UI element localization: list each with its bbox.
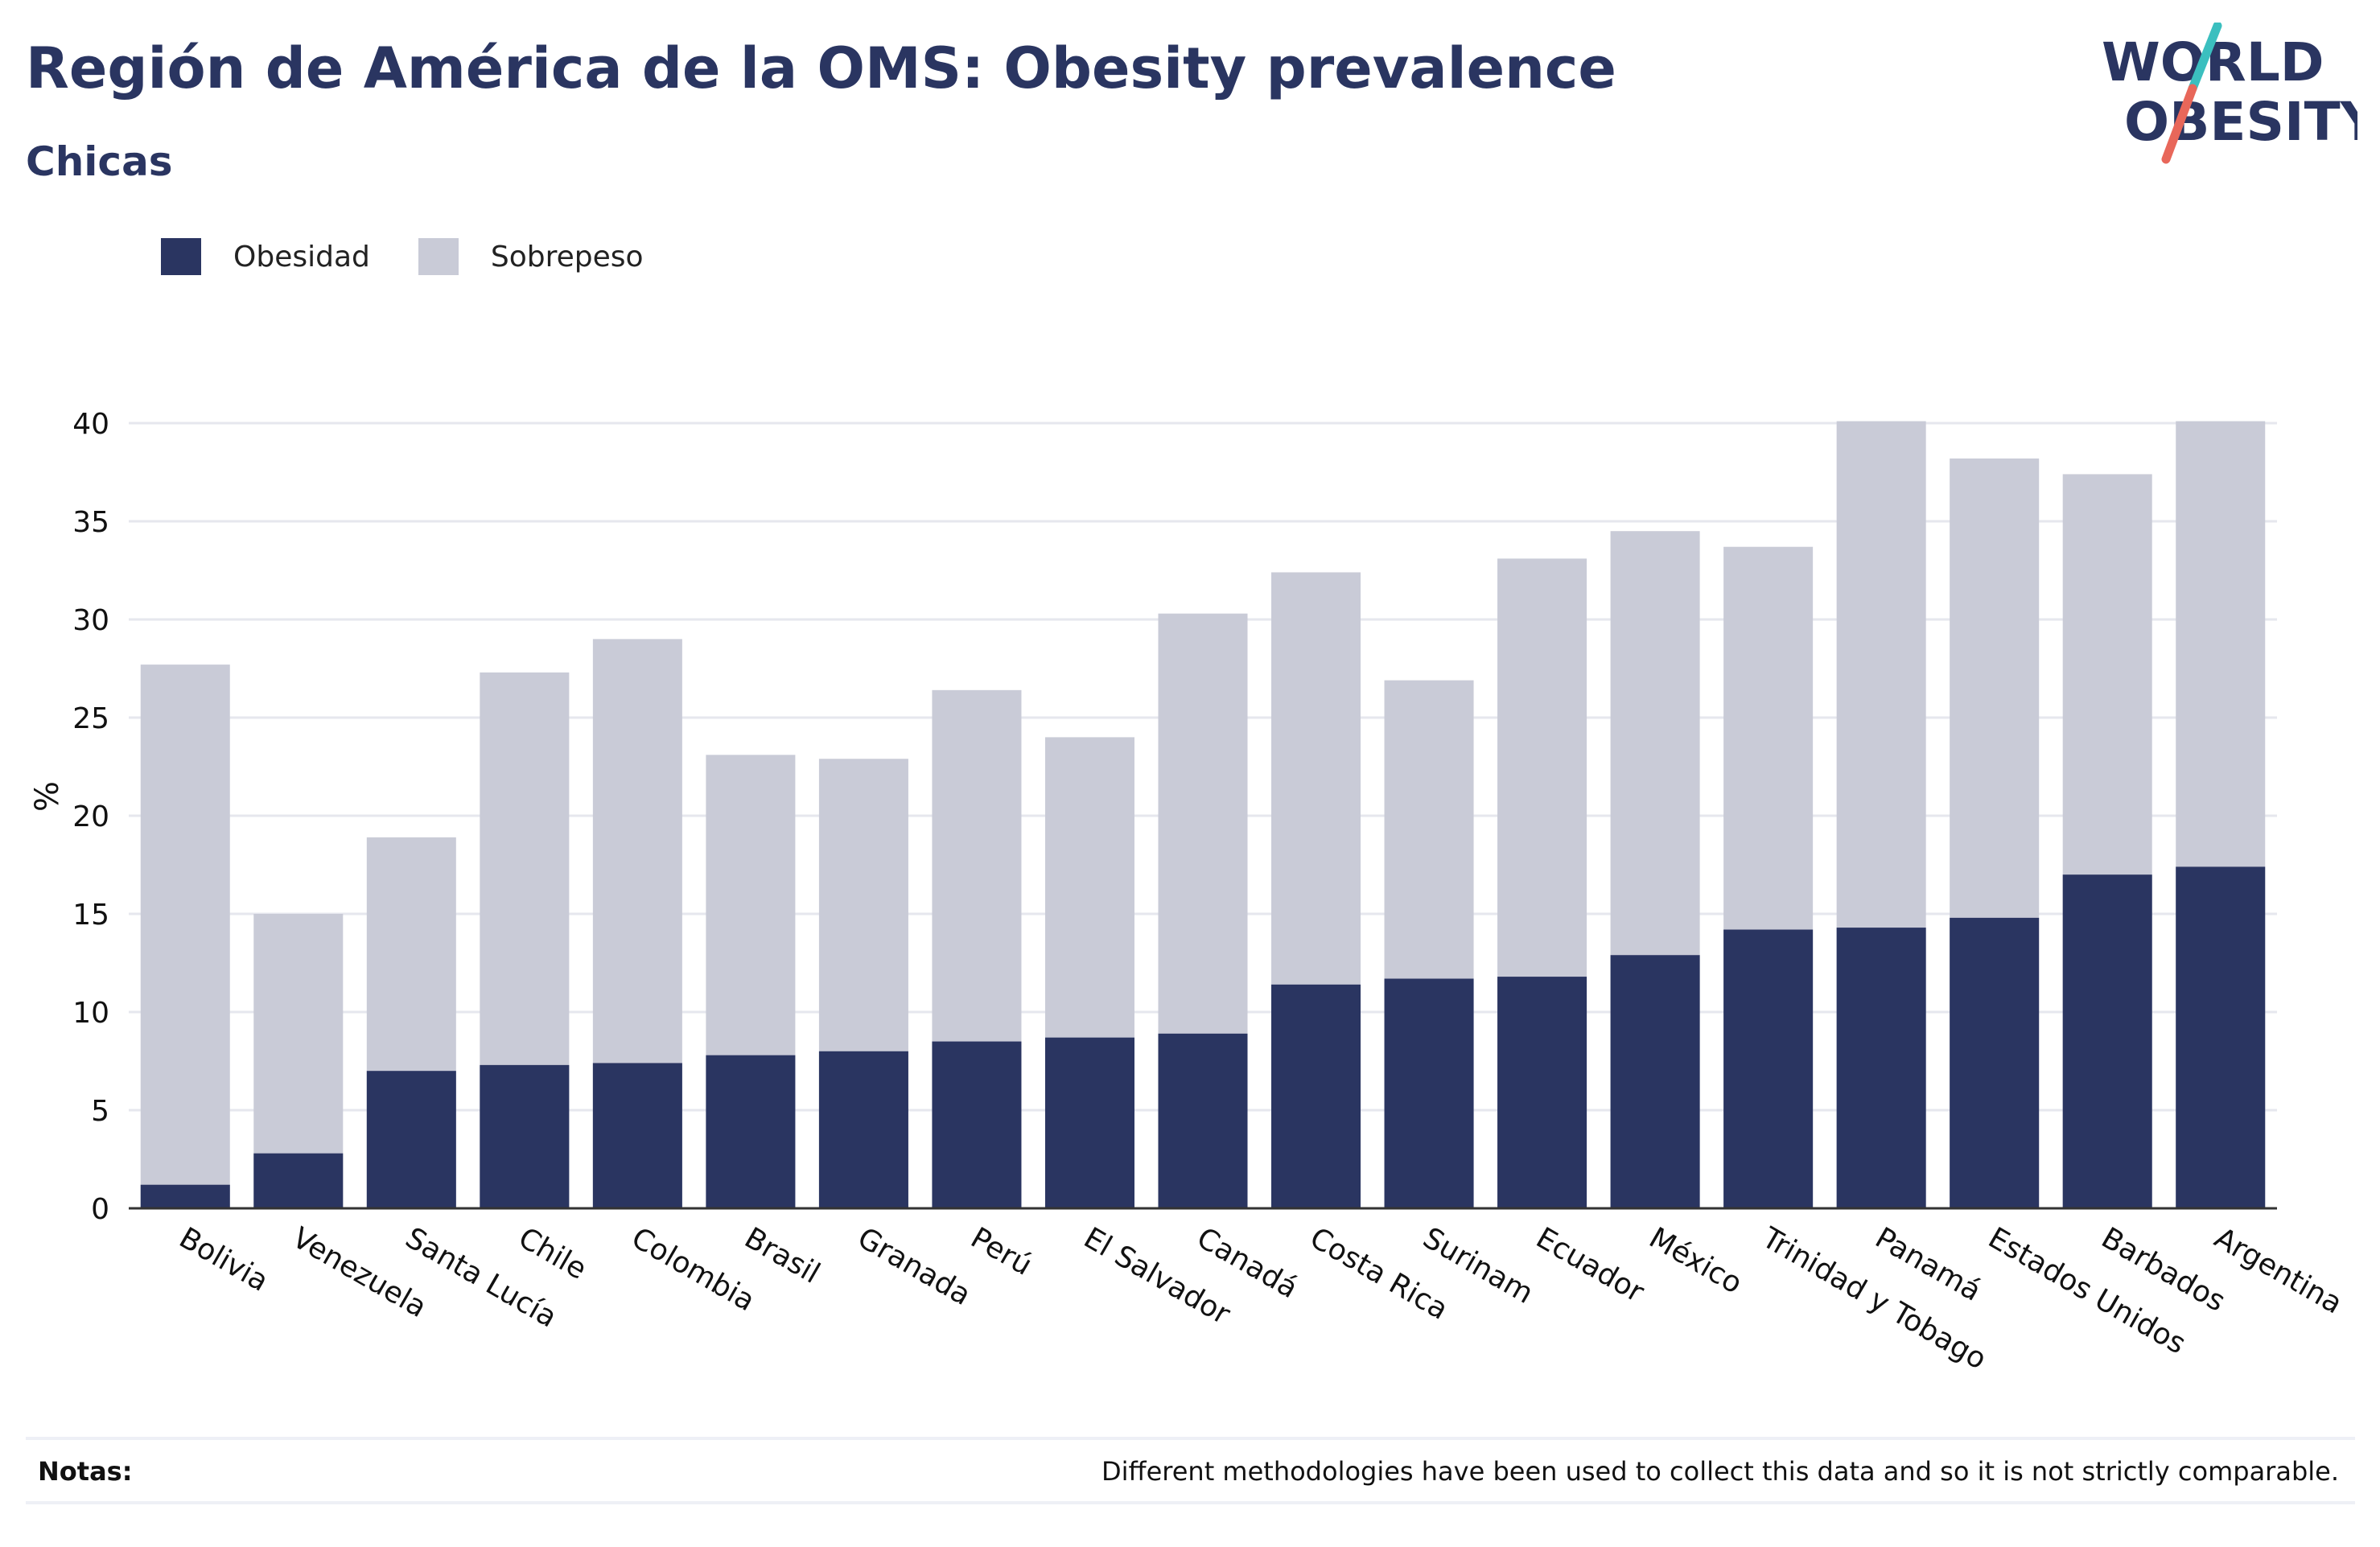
x-tick-label-m-xico: México	[1644, 1221, 1748, 1300]
logo-slash-bottom	[2161, 84, 2197, 164]
bar-obesidad-el-salvador	[1044, 1037, 1134, 1208]
y-tick-label-35: 35	[72, 506, 109, 539]
y-tick-label-0: 0	[91, 1193, 109, 1226]
bar-obesidad-chile	[480, 1064, 570, 1208]
bar-obesidad-m-xico	[1610, 955, 1700, 1208]
bar-obesidad-estados-unidos	[1950, 917, 2040, 1208]
bar-obesidad-brasil	[706, 1055, 796, 1208]
legend-swatch-sobrepeso	[418, 238, 459, 275]
bars	[140, 421, 2266, 1208]
bar-obesidad-granada	[818, 1051, 908, 1208]
bar-sobrepeso-bolivia	[140, 664, 230, 1208]
bar-obesidad-per-	[932, 1041, 1022, 1208]
y-tick-label-15: 15	[72, 899, 109, 932]
y-tick-label-10: 10	[72, 997, 109, 1030]
logo-text-obesity: OBESITY	[2124, 91, 2357, 153]
x-tick-label-granada: Granada	[852, 1221, 976, 1312]
bar-obesidad-bolivia	[140, 1184, 230, 1208]
world-obesity-logo: WORLD OBESITY	[2102, 23, 2357, 164]
x-tick-label-chile: Chile	[513, 1221, 592, 1286]
notes-text: Different methodologies have been used t…	[1101, 1456, 2339, 1487]
chart-subtitle: Chicas	[26, 138, 173, 185]
legend-label-sobrepeso: Sobrepeso	[490, 240, 644, 274]
legend: Obesidad Sobrepeso	[161, 238, 668, 275]
x-tick-label-argentina: Argentina	[2209, 1221, 2348, 1320]
x-tick-label-brasil: Brasil	[739, 1221, 825, 1290]
bar-obesidad-costa-rica	[1271, 984, 1361, 1208]
x-tick-label-colombia: Colombia	[626, 1221, 760, 1318]
y-axis-title: %	[29, 781, 66, 812]
bar-obesidad-canad-	[1158, 1033, 1248, 1208]
y-tick-label-40: 40	[72, 408, 109, 441]
bar-obesidad-barbados	[2062, 874, 2152, 1208]
bar-obesidad-colombia	[592, 1063, 682, 1208]
chart-title: Región de América de la OMS: Obesity pre…	[26, 35, 1616, 101]
legend-item-obesidad[interactable]: Obesidad	[161, 238, 370, 275]
bar-obesidad-surinam	[1384, 978, 1474, 1208]
y-tick-label-25: 25	[72, 702, 109, 735]
x-tick-label-bolivia: Bolivia	[174, 1221, 274, 1298]
legend-item-sobrepeso[interactable]: Sobrepeso	[418, 238, 644, 275]
y-tick-label-5: 5	[91, 1095, 109, 1128]
bar-obesidad-argentina	[2176, 866, 2266, 1208]
legend-swatch-obesidad	[161, 238, 201, 275]
x-tick-label-estados-unidos: Estados Unidos	[1983, 1221, 2191, 1360]
y-tick-label-20: 20	[72, 800, 109, 833]
bar-obesidad-ecuador	[1497, 977, 1587, 1208]
x-tick-label-per-: Perú	[965, 1221, 1037, 1282]
legend-label-obesidad: Obesidad	[233, 240, 370, 274]
logo-slash-top	[2188, 23, 2222, 93]
bar-obesidad-panam-	[1836, 928, 1926, 1208]
notes-bar: Notas: Different methodologies have been…	[26, 1437, 2355, 1504]
y-tick-label-30: 30	[72, 604, 109, 637]
notes-label: Notas:	[38, 1456, 133, 1487]
bar-obesidad-trinidad-y-tobago	[1723, 929, 1814, 1208]
bar-obesidad-venezuela	[253, 1153, 344, 1208]
bar-obesidad-santa-luc-a	[366, 1071, 456, 1208]
x-tick-label-ecuador: Ecuador	[1530, 1221, 1649, 1309]
